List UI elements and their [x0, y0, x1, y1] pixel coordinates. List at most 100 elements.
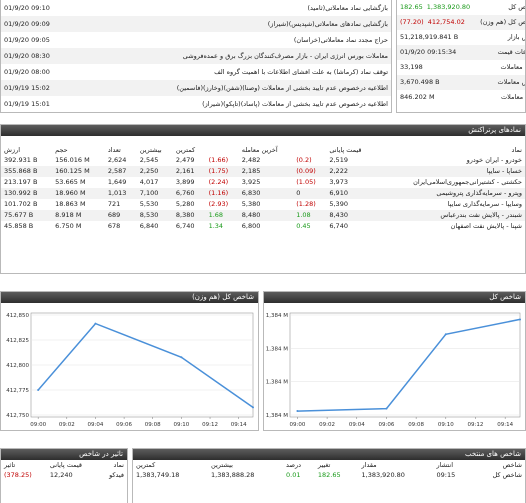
- chart-y-tick-label: 412,775: [6, 388, 29, 394]
- summary-value-cell: 51,218,919.841 B: [397, 30, 477, 45]
- symbol-value: 101.702 B: [4, 200, 38, 208]
- symbol-high: 6,840: [139, 222, 159, 230]
- top-symbol-row[interactable]: 45.858 B 6.750 M 678 6,840 6,740 1.34 6,800 0.4…: [1, 221, 525, 232]
- selected-indices-title: شاخص های منتخب: [133, 449, 525, 460]
- symbol-value: 45.858 B: [4, 222, 34, 230]
- chart-y-tick-label: 1,384 M: [266, 380, 288, 386]
- selected-indices-header: مقدار: [361, 461, 377, 469]
- symbol-low: 2,479: [175, 156, 195, 164]
- top-symbols-header: حجم: [55, 146, 68, 154]
- top-symbols-header-row: ارزش حجم تعداد بیشترین کمترین آخرین معامله قیم…: [1, 145, 525, 155]
- chart-x-tick-label: 09:10: [438, 422, 454, 428]
- summary-change: (77.20): [400, 18, 424, 26]
- index-influence-row[interactable]: (378.25) 12,240 فیدکو: [1, 470, 127, 480]
- symbol-name: وپترو - سرمایه‌گذاری‌ پتروشیمی: [375, 188, 525, 199]
- symbol-high: 5,530: [139, 200, 159, 208]
- chart-x-tick-label: 09:14: [497, 422, 513, 428]
- news-item[interactable]: 01/9/20 09:09 بازگشایی نمادهای معاملاتی(ش…: [1, 16, 391, 32]
- chart-point: [519, 318, 521, 321]
- symbol-close-change: (1.05): [296, 178, 316, 186]
- selected-index-low: 1,383,749.18: [136, 471, 180, 479]
- news-item[interactable]: 01/9/20 09:10 بازگشایی نماد معاملاتی(ثامی…: [1, 0, 391, 16]
- chart-y-tick-label: 1,384 M: [266, 346, 288, 352]
- symbol-count: 678: [107, 222, 121, 230]
- symbol-close-price: 6,910: [326, 188, 376, 199]
- symbol-value: 75.677 B: [1, 210, 53, 221]
- top-symbol-row[interactable]: 392.931 B 156.016 M 2,624 2,545 2,479 (1.66) 2…: [1, 155, 525, 166]
- summary-label: اطلاعات قیمت: [497, 48, 525, 56]
- symbol-volume: 8.918 M: [52, 210, 105, 221]
- summary-value-cell: 3,670.498 B: [397, 75, 477, 90]
- symbol-count: 1,649: [107, 178, 127, 186]
- symbol-last-change: (1.75): [205, 166, 239, 177]
- selected-indices-table: کمترین بیشترین درصد تغییر مقدار انتشار شاخص 1,…: [133, 460, 525, 480]
- symbol-last-price: 8,480: [238, 210, 294, 221]
- symbol-value: 213.197 B: [4, 178, 38, 186]
- chart-series-line: [297, 318, 521, 412]
- news-item[interactable]: 01/9/19 15:02 اطلاعیه درخصوص عدم تایید بخ…: [1, 80, 391, 96]
- symbol-volume: 18.960 M: [52, 188, 105, 199]
- selected-index-change: 182.65: [317, 471, 341, 479]
- summary-row: 846.202 M حجم معاملات: [397, 90, 525, 105]
- top-symbol-row[interactable]: 213.197 B 53.665 M 1,649 4,017 3,899 (2.24) 3,…: [1, 177, 525, 188]
- influence-impact: (378.25): [4, 471, 32, 479]
- news-item-time: 01/9/20 09:10: [4, 3, 50, 12]
- total-index-chart: 1,384 M1,384 M1,384 M1,384 M09:00 09:02 09…: [266, 312, 521, 428]
- chart-x-tick-label: 09:00: [30, 422, 46, 428]
- symbol-last-change: 1.34: [208, 222, 224, 230]
- selected-indices-panel: شاخص های منتخب کمترین بیشترین درصد تغییر مقد…: [132, 448, 526, 503]
- symbol-count: 1,013: [104, 188, 137, 199]
- summary-row: (77.20)412,754.02شاخص کل (هم وزن): [397, 15, 525, 30]
- equal-weight-index-chart: 412,750 412,775 412,800 412,825 412,850 09:00…: [6, 312, 254, 428]
- symbol-last-price: 5,380: [241, 200, 261, 208]
- news-item-text: حراج مجدد نماد معاملاتی(خراسان): [293, 35, 388, 44]
- chart-x-tick-label: 09:14: [231, 422, 247, 428]
- news-item[interactable]: 01/9/20 08:00 توقف نماد (کرماشا) به علت ا…: [1, 64, 391, 80]
- selected-indices-header: تغییر: [317, 461, 331, 469]
- influence-close: 12,240: [49, 471, 73, 479]
- selected-indices-header: انتشار: [436, 461, 454, 469]
- summary-value: 33,198: [400, 63, 423, 71]
- symbol-close-price: 8,430: [326, 210, 376, 221]
- symbol-close-change: 0: [293, 188, 327, 199]
- chart-x-tick-label: 09:06: [116, 422, 132, 428]
- top-symbols-header: تعداد: [107, 146, 121, 154]
- total-index-chart-title: شاخص کل: [264, 292, 525, 303]
- top-symbol-row[interactable]: 355.868 B 160.125 M 2,587 2,250 2,161 (1.75) 2…: [1, 166, 525, 177]
- summary-value: 3,670.498 B: [400, 78, 440, 86]
- news-item[interactable]: 01/9/20 09:05 حراج مجدد نماد معاملاتی(خرا…: [1, 32, 391, 48]
- symbol-high: 2,250: [136, 166, 173, 177]
- symbol-value: 355.868 B: [1, 166, 53, 177]
- index-influence-table: تاثیر قیمت پایانی نماد (378.25) 12,240 فیدکو: [1, 460, 127, 480]
- symbol-value: 130.992 B: [1, 188, 53, 199]
- symbol-last-price: 2,185: [238, 166, 294, 177]
- summary-row: 3,670.498 B ارزش معاملات: [397, 75, 525, 90]
- top-symbols-header: نماد: [511, 146, 522, 154]
- symbol-last-change: (1.66): [208, 156, 229, 164]
- summary-value: 51,218,919.841 B: [400, 33, 459, 41]
- symbol-volume: 160.125 M: [52, 166, 105, 177]
- news-item-time: 01/9/20 08:30: [4, 51, 50, 60]
- news-item[interactable]: 01/9/20 08:30 معاملات بورس انرژی ایران - …: [1, 48, 391, 64]
- symbol-close-price: 5,390: [329, 200, 348, 208]
- symbol-volume: 156.016 M: [55, 156, 90, 164]
- chart-x-tick-label: 09:08: [408, 422, 424, 428]
- chart-x-tick-label: 09:10: [173, 422, 189, 428]
- chart-y-tick-label: 1,384 M: [266, 413, 288, 419]
- index-influence-panel: تاثیر در شاخص تاثیر قیمت پایانی نماد (378.…: [0, 448, 128, 503]
- symbol-close-change: (0.09): [293, 166, 327, 177]
- chart-y-tick-label: 412,825: [6, 338, 29, 344]
- selected-indices-header: بیشترین: [211, 461, 233, 469]
- selected-index-row[interactable]: 1,383,749.18 1,383,888.28 0.01 182.65 1,383,…: [133, 470, 525, 480]
- news-item-time: 01/9/20 09:05: [4, 35, 50, 44]
- chart-point: [37, 389, 40, 392]
- chart-x-tick-label: 09:06: [379, 422, 395, 428]
- symbol-last-change: (1.16): [205, 188, 239, 199]
- news-item[interactable]: 01/9/19 15:01 اطلاعیه درخصوص عدم تایید بخ…: [1, 96, 391, 112]
- symbol-last-price: 3,925: [241, 178, 261, 186]
- top-symbol-row[interactable]: 130.992 B 18.960 M 1,013 7,100 6,760 (1.16) 6,…: [1, 188, 525, 199]
- top-symbol-row[interactable]: 101.702 B 18.863 M 721 5,530 5,280 (2.93) 5,38…: [1, 199, 525, 210]
- summary-row: 01/9/20 09:15:34 اطلاعات قیمت: [397, 45, 525, 60]
- top-symbol-row[interactable]: 75.677 B 8.918 M 689 8,530 8,380 1.68 8,480 1.0…: [1, 210, 525, 221]
- chart-x-tick-label: 09:00: [289, 422, 305, 428]
